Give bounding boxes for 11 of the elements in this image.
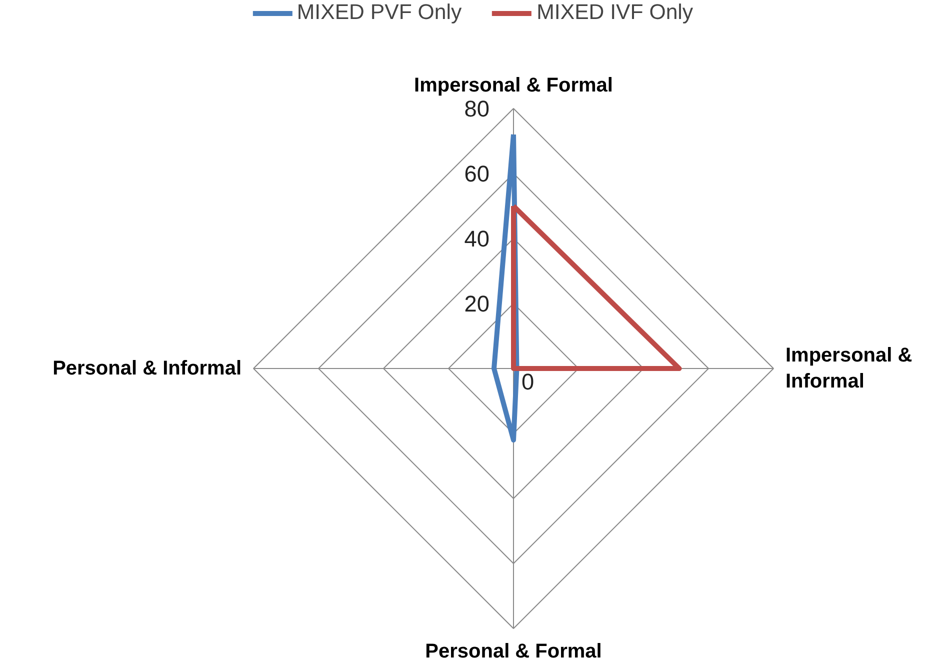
spoke-label: Personal & Formal	[425, 640, 602, 662]
legend-label: MIXED IVF Only	[536, 0, 694, 25]
y-tick-label: 40	[464, 226, 490, 252]
spoke-label: Impersonal & Informal	[786, 344, 912, 393]
y-tick-label: 20	[464, 290, 490, 316]
y-tick-label: 60	[464, 160, 490, 186]
y-tick-label: 80	[464, 96, 490, 122]
legend-label: MIXED PVF Only	[296, 0, 462, 25]
y-tick-label: 0	[522, 368, 534, 394]
spoke-label: Impersonal & Formal	[414, 74, 613, 96]
spoke-label: Personal & Informal	[52, 358, 242, 380]
